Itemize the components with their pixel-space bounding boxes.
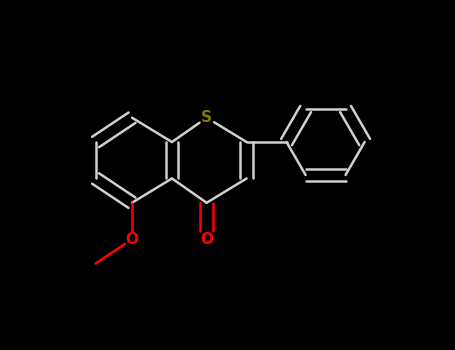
Text: S: S bbox=[201, 110, 212, 125]
Text: O: O bbox=[126, 232, 138, 247]
Text: O: O bbox=[200, 232, 213, 247]
